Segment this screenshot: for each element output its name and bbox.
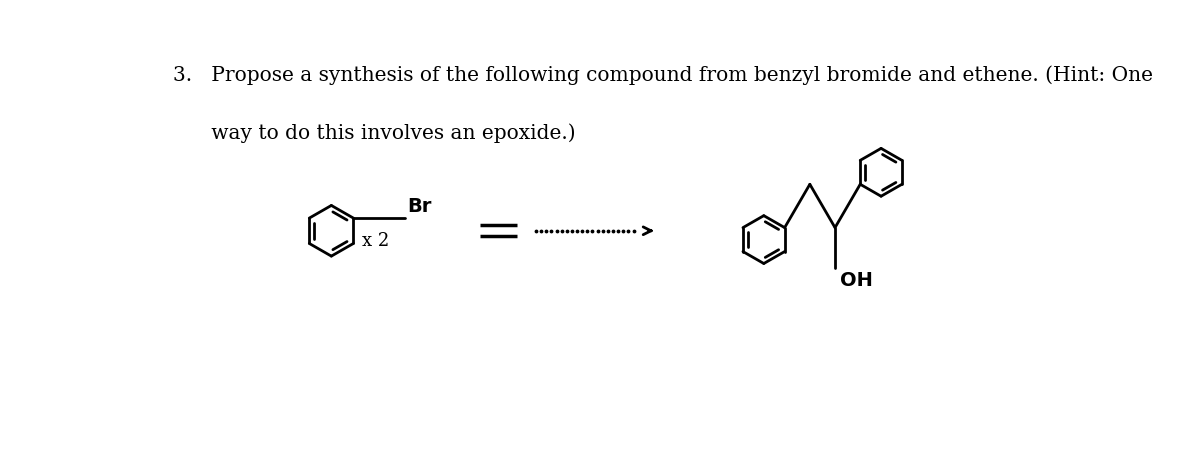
Text: Br: Br (407, 197, 432, 216)
Text: 3.   Propose a synthesis of the following compound from benzyl bromide and ethen: 3. Propose a synthesis of the following … (173, 65, 1153, 85)
Text: OH: OH (840, 271, 872, 290)
Text: way to do this involves an epoxide.): way to do this involves an epoxide.) (173, 123, 576, 143)
Text: x 2: x 2 (361, 232, 389, 250)
